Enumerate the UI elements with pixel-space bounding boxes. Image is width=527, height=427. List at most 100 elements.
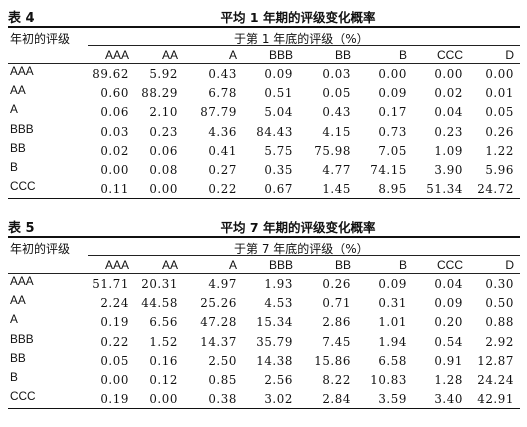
table-cell: 0.00 <box>100 162 129 177</box>
table-cell: 87.79 <box>200 105 237 120</box>
row-label: B <box>10 159 18 174</box>
column-header: BB <box>334 48 351 62</box>
table-cell: 88.29 <box>141 86 178 101</box>
table-number: 表 4 <box>8 11 35 26</box>
column-header: A <box>228 258 237 272</box>
column-header: D <box>505 258 514 272</box>
table-cell: 1.28 <box>434 372 463 387</box>
table-cell: 0.09 <box>378 86 407 101</box>
table-cell: 0.00 <box>149 182 178 197</box>
table-cell: 20.31 <box>141 277 178 291</box>
table-cell: 4.77 <box>322 162 351 177</box>
table-cell: 15.34 <box>256 315 293 330</box>
row-label: B <box>10 369 18 384</box>
table-cell: 7.05 <box>378 143 407 158</box>
column-header: B <box>398 258 407 272</box>
table-cell: 2.10 <box>149 105 178 120</box>
table-cell: 24.72 <box>477 182 514 197</box>
table-cell: 4.97 <box>208 277 237 291</box>
table-cell: 0.09 <box>264 67 293 81</box>
bottom-rule <box>8 408 520 410</box>
table-cell: 0.04 <box>434 105 463 120</box>
table-cell: 1.45 <box>322 182 351 197</box>
table-cell: 1.09 <box>434 143 463 158</box>
table-row: BB 0.05 0.16 2.50 14.38 15.86 6.58 0.91 12.87 <box>8 351 520 370</box>
row-header: 年初的评级 <box>10 32 71 46</box>
table-cell: 4.53 <box>264 296 293 311</box>
table-cell: 0.27 <box>208 162 237 177</box>
table-cell: 3.02 <box>264 392 293 407</box>
column-header: AA <box>161 48 178 62</box>
table-title: 平均 7 年期的评级变化概率 <box>220 220 376 235</box>
table-cell: 0.41 <box>208 143 237 158</box>
table-row: AAA 89.62 5.92 0.43 0.09 0.03 0.00 0.00 0.00 <box>8 64 520 83</box>
table-cell: 0.50 <box>485 296 514 311</box>
top-rule <box>8 26 520 28</box>
table-cell: 0.22 <box>208 182 237 197</box>
table-cell: 0.71 <box>322 296 351 311</box>
table-cell: 14.37 <box>200 334 237 349</box>
table-cell: 6.58 <box>378 353 407 368</box>
table-row: CCC 0.11 0.00 0.22 0.67 1.45 8.95 51.34 24.72 <box>8 179 520 198</box>
column-header: CCC <box>437 258 463 272</box>
row-header: 年初的评级 <box>10 242 71 256</box>
table-cell: 0.08 <box>149 162 178 177</box>
table-cell: 0.35 <box>264 162 293 177</box>
row-label: AA <box>10 293 26 308</box>
table-cell: 0.30 <box>485 277 514 291</box>
column-group-header: 于第 7 年底的评级（%） <box>234 242 369 256</box>
table-cell: 0.03 <box>100 124 129 139</box>
table-cell: 5.75 <box>264 143 293 158</box>
table-4: 表 4 平均 1 年期的评级变化概率 年初的评级 于第 1 年底的评级（%） A… <box>8 6 520 200</box>
table-cell: 6.56 <box>149 315 178 330</box>
bottom-rule <box>8 198 520 200</box>
table-cell: 5.92 <box>149 67 178 81</box>
table-number: 表 5 <box>8 221 35 236</box>
table-cell: 3.59 <box>378 392 407 407</box>
table-cell: 1.52 <box>149 334 178 349</box>
table-cell: 0.43 <box>322 105 351 120</box>
table-row: BB 0.02 0.06 0.41 5.75 75.98 7.05 1.09 1.22 <box>8 141 520 160</box>
table-row: CCC 0.19 0.00 0.38 3.02 2.84 3.59 3.40 42.91 <box>8 389 520 408</box>
row-label: AAA <box>10 64 34 78</box>
row-label: A <box>10 312 18 327</box>
table-cell: 35.79 <box>256 334 293 349</box>
table-cell: 74.15 <box>370 162 407 177</box>
table-cell: 0.06 <box>100 105 129 120</box>
table-cell: 0.00 <box>378 67 407 81</box>
table-cell: 1.93 <box>264 277 293 291</box>
table-cell: 51.34 <box>426 182 463 197</box>
column-header: AAA <box>104 48 129 62</box>
table-row: AAA 51.71 20.31 4.97 1.93 0.26 0.09 0.04 0.30 <box>8 274 520 293</box>
table-cell: 25.26 <box>200 296 237 311</box>
table-cell: 0.12 <box>149 372 178 387</box>
table-cell: 0.16 <box>149 353 178 368</box>
table-cell: 0.51 <box>264 86 293 101</box>
table-cell: 0.04 <box>434 277 463 291</box>
table-cell: 2.24 <box>100 296 129 311</box>
column-header: BBB <box>268 48 293 62</box>
table-cell: 2.86 <box>322 315 351 330</box>
row-label: CCC <box>10 179 36 194</box>
table-cell: 0.00 <box>434 67 463 81</box>
table-cell: 89.62 <box>92 67 129 81</box>
table-cell: 0.05 <box>100 353 129 368</box>
table-cell: 10.83 <box>370 372 407 387</box>
table-cell: 0.00 <box>100 372 129 387</box>
table-row: AA 2.24 44.58 25.26 4.53 0.71 0.31 0.09 0.50 <box>8 293 520 312</box>
table-cell: 0.00 <box>485 67 514 81</box>
table-cell: 0.23 <box>149 124 178 139</box>
table-cell: 15.86 <box>314 353 351 368</box>
column-header: AAA <box>104 258 129 272</box>
table-cell: 0.17 <box>378 105 407 120</box>
row-label: A <box>10 102 18 117</box>
table-cell: 0.22 <box>100 334 129 349</box>
table-cell: 0.03 <box>322 67 351 81</box>
row-label: AAA <box>10 274 34 288</box>
table-cell: 0.09 <box>434 296 463 311</box>
row-label: BBB <box>10 121 34 136</box>
table-cell: 84.43 <box>256 124 293 139</box>
column-header: AA <box>161 258 178 272</box>
table-row: BBB 0.03 0.23 4.36 84.43 4.15 0.73 0.23 0.26 <box>8 122 520 141</box>
table-cell: 0.06 <box>149 143 178 158</box>
